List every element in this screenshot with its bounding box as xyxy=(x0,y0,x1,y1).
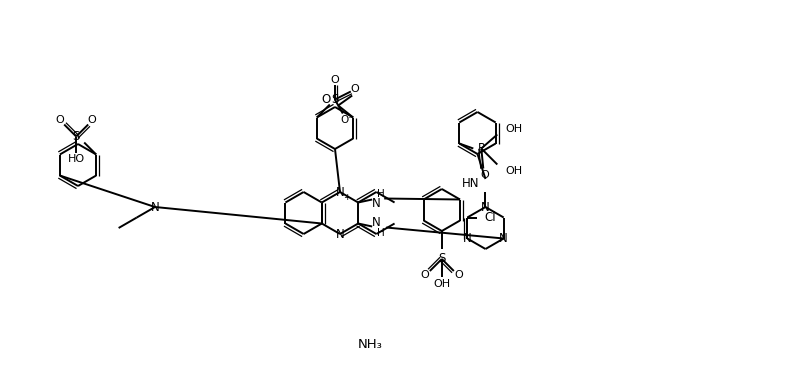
Text: N: N xyxy=(500,232,508,245)
Text: N: N xyxy=(372,197,381,210)
Text: Cl: Cl xyxy=(484,211,496,224)
Text: +: + xyxy=(343,193,351,201)
Text: OH: OH xyxy=(433,279,450,289)
Text: N: N xyxy=(336,227,345,240)
Text: O: O xyxy=(56,115,65,125)
Text: H: H xyxy=(377,188,385,198)
Text: S: S xyxy=(438,253,445,266)
Text: O: O xyxy=(88,115,97,125)
Text: N: N xyxy=(481,200,490,213)
Text: N: N xyxy=(463,232,472,245)
Text: O: O xyxy=(480,170,488,180)
Text: HN: HN xyxy=(462,177,480,190)
Text: O: O xyxy=(321,93,330,106)
Text: O⁻: O⁻ xyxy=(340,115,354,125)
Text: O: O xyxy=(350,83,359,93)
Text: OH: OH xyxy=(505,124,523,134)
Text: S: S xyxy=(331,93,338,106)
Text: N: N xyxy=(336,186,345,198)
Text: H: H xyxy=(377,227,385,237)
Text: P: P xyxy=(478,142,485,155)
Text: N: N xyxy=(372,216,381,229)
Text: S: S xyxy=(73,130,80,143)
Text: NH₃: NH₃ xyxy=(358,338,382,351)
Text: O: O xyxy=(455,270,463,280)
Text: OH: OH xyxy=(505,165,523,175)
Text: O: O xyxy=(421,270,429,280)
Text: N: N xyxy=(151,200,160,213)
Text: O: O xyxy=(330,75,339,85)
Text: HO: HO xyxy=(68,154,85,164)
